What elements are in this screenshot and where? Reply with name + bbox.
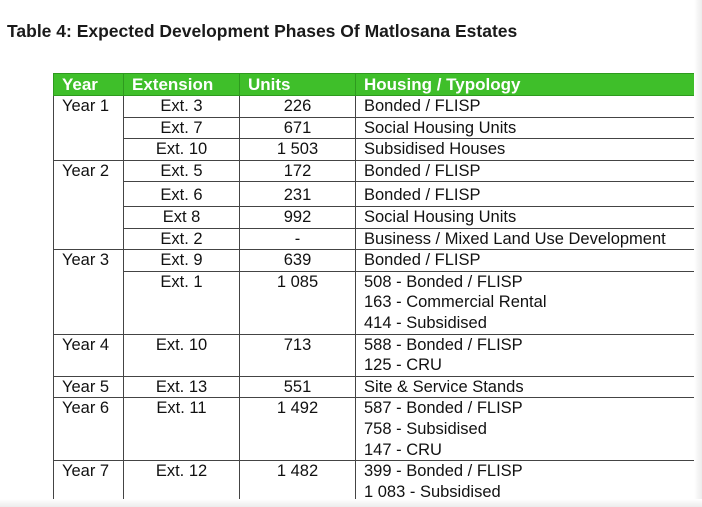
typology-line: Social Housing Units: [364, 207, 517, 226]
typology-line: Bonded / FLISP: [364, 251, 481, 270]
header-typology: Housing / Typology: [355, 73, 702, 96]
table-row: Year 2 Ext. 5 172 Bonded / FLISP: [53, 159, 702, 182]
year-cell: Year 2: [53, 159, 124, 182]
year-cell: [53, 271, 124, 335]
year-cell: [53, 181, 124, 207]
units-cell: 1 085: [239, 270, 356, 335]
units-cell: 231: [239, 181, 356, 207]
typology-cell: 588 - Bonded / FLISP 125 - CRU: [355, 333, 702, 377]
extension-cell: Ext. 10: [123, 138, 240, 161]
typology-cell: Social Housing Units: [355, 116, 702, 139]
typology-cell: Bonded / FLISP: [355, 181, 702, 207]
table-title: Table 4: Expected Development Phases Of …: [7, 21, 518, 41]
typology-cell: Site & Service Stands: [355, 375, 702, 398]
extension-cell: Ext. 5: [123, 159, 240, 182]
typology-line: Bonded / FLISP: [364, 97, 481, 115]
typology-cell: Bonded / FLISP: [355, 249, 702, 272]
typology-cell: Business / Mixed Land Use Development: [355, 227, 702, 250]
table-row: Year 1 Ext. 3 226 Bonded / FLISP: [53, 95, 702, 118]
year-cell: [53, 117, 124, 139]
year-cell: Year 7: [53, 460, 124, 503]
units-cell: -: [239, 227, 356, 250]
table-row: Year 7 Ext. 12 1 482 399 - Bonded / FLISP 1 …: [53, 460, 702, 503]
table-row: Year 3 Ext. 9 639 Bonded / FLISP: [53, 249, 702, 272]
year-cell: [53, 138, 124, 161]
typology-line: Site & Service Stands: [364, 377, 524, 396]
typology-cell: Bonded / FLISP: [355, 159, 702, 182]
page-edge-shadow: [0, 499, 702, 507]
units-cell: 671: [239, 116, 356, 139]
table-row: Year 4 Ext. 10 713 588 - Bonded / FLISP 125 …: [53, 333, 702, 377]
units-cell: 1 492: [239, 397, 356, 461]
extension-cell: Ext. 13: [123, 375, 240, 398]
header-year: Year: [53, 73, 124, 96]
year-cell: Year 4: [53, 333, 124, 377]
extension-cell: Ext. 3: [123, 95, 240, 118]
extension-cell: Ext. 1: [123, 270, 240, 335]
year-cell: Year 6: [53, 397, 124, 461]
typology-line: Social Housing Units: [364, 118, 517, 137]
units-cell: 1 482: [239, 460, 356, 503]
table-row: Year 6 Ext. 11 1 492 587 - Bonded / FLISP 75…: [53, 397, 702, 461]
typology-line: 587 - Bonded / FLISP: [364, 399, 523, 418]
units-cell: 172: [239, 159, 356, 182]
table-row: Year 5 Ext. 13 551 Site & Service Stands: [53, 375, 702, 398]
header-units: Units: [239, 73, 356, 96]
year-cell: [53, 228, 124, 250]
development-phases-table: Year Extension Units Housing / Typology …: [53, 73, 702, 503]
units-cell: 992: [239, 205, 356, 229]
typology-cell: Bonded / FLISP: [355, 95, 702, 118]
units-cell: 226: [239, 95, 356, 118]
typology-line: 758 - Subsidised: [364, 419, 487, 438]
typology-line: 147 - CRU: [364, 440, 442, 459]
typology-line: 588 - Bonded / FLISP: [364, 335, 523, 354]
extension-cell: Ext. 2: [123, 227, 240, 250]
extension-cell: Ext 8: [123, 205, 240, 229]
table-row: Ext. 7 671 Social Housing Units: [53, 116, 702, 139]
typology-line: 1 083 - Subsidised: [364, 482, 501, 501]
extension-cell: Ext. 12: [123, 460, 240, 503]
year-cell: Year 5: [53, 375, 124, 398]
extension-cell: Ext. 6: [123, 181, 240, 207]
typology-line: 125 - CRU: [364, 356, 442, 375]
header-extension: Extension: [123, 73, 240, 96]
typology-line: 399 - Bonded / FLISP: [364, 462, 523, 481]
units-cell: 713: [239, 333, 356, 377]
units-cell: 551: [239, 375, 356, 398]
units-cell: 1 503: [239, 138, 356, 161]
year-cell: Year 1: [53, 95, 124, 118]
extension-cell: Ext. 7: [123, 116, 240, 139]
typology-line: 163 - Commercial Rental: [364, 293, 547, 312]
units-cell: 639: [239, 249, 356, 272]
typology-cell: Social Housing Units: [355, 205, 702, 229]
table-row: Ext. 6 231 Bonded / FLISP: [53, 181, 702, 207]
table-row: Ext 8 992 Social Housing Units: [53, 205, 702, 229]
extension-cell: Ext. 9: [123, 249, 240, 272]
typology-line: Bonded / FLISP: [364, 186, 481, 205]
typology-cell: Subsidised Houses: [355, 138, 702, 161]
typology-line: 414 - Subsidised: [364, 313, 487, 332]
typology-line: Business / Mixed Land Use Development: [364, 229, 666, 248]
extension-cell: Ext. 10: [123, 333, 240, 377]
table-row: Ext. 10 1 503 Subsidised Houses: [53, 138, 702, 161]
typology-cell: 587 - Bonded / FLISP 758 - Subsidised 147 …: [355, 397, 702, 461]
typology-line: Subsidised Houses: [364, 140, 506, 159]
typology-cell: 399 - Bonded / FLISP 1 083 - Subsidised: [355, 460, 702, 503]
year-cell: [53, 206, 124, 229]
typology-line: Bonded / FLISP: [364, 161, 481, 180]
table-header-row: Year Extension Units Housing / Typology: [53, 73, 702, 96]
page-edge-shadow: [694, 0, 702, 507]
extension-cell: Ext. 11: [123, 397, 240, 461]
typology-line: 508 - Bonded / FLISP: [364, 272, 523, 291]
table-row: Ext. 2- Business / Mixed Land Use Develop…: [53, 227, 702, 250]
typology-cell: 508 - Bonded / FLISP 163 - Commercial Ren…: [355, 270, 702, 335]
year-cell: Year 3: [53, 249, 124, 272]
